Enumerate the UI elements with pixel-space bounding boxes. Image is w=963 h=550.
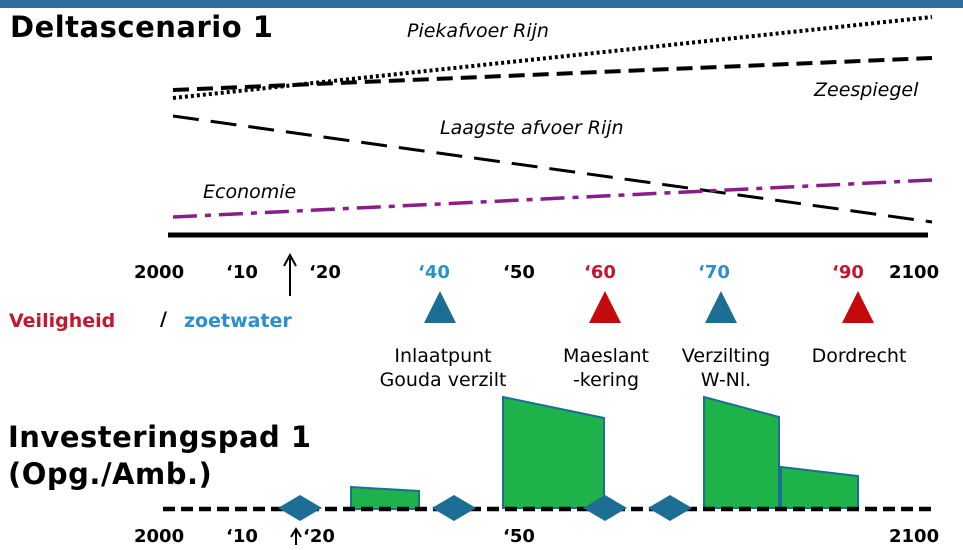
lowest-discharge-line — [172, 114, 933, 224]
economy-line — [172, 178, 933, 219]
tick-10: ‘10 — [226, 262, 258, 283]
event-maeslant-line2: -kering — [572, 369, 640, 391]
decision-diamond-4 — [648, 495, 692, 521]
inv-tick-20: ‘20 — [303, 526, 335, 547]
investment-block-3 — [703, 395, 780, 509]
decision-diamond-2 — [432, 495, 476, 521]
legend-freshwater: zoetwater — [184, 310, 292, 332]
safety-triangle-60 — [589, 291, 621, 323]
event-dordrecht: Dordrecht — [793, 344, 925, 368]
decision-diamond-3 — [583, 495, 627, 521]
arrow-head-top — [283, 252, 297, 267]
event-verzilting: Verzilting W-Nl. — [670, 344, 782, 392]
investment-block-4 — [780, 465, 859, 509]
safety-triangle-90 — [842, 291, 874, 323]
inv-tick-50: ‘50 — [503, 526, 535, 547]
peak-discharge-line — [172, 15, 933, 100]
inv-tick-2000: 2000 — [134, 526, 185, 547]
freshwater-triangle-70 — [705, 291, 737, 323]
event-verzilting-line2: W-Nl. — [700, 369, 752, 391]
tick-20: ‘20 — [309, 262, 341, 283]
sea-level-line — [172, 56, 933, 92]
scenario-title: Deltascenario 1 — [10, 10, 274, 44]
legend-safety: Veiligheid — [9, 310, 116, 332]
economy-label: Economie — [203, 181, 297, 203]
investment-block-2 — [502, 395, 605, 509]
event-verzilting-line1: Verzilting — [681, 345, 771, 367]
header-bar — [0, 0, 963, 8]
lowest-discharge-label: Laagste afvoer Rijn — [440, 117, 624, 139]
investment-title-line1: Investeringspad 1 — [8, 420, 312, 454]
inv-tick-10: ‘10 — [226, 526, 258, 547]
sea-level-label: Zeespiegel — [814, 79, 919, 101]
event-maeslant: Maeslant -kering — [547, 344, 665, 392]
tick-60: ‘60 — [584, 262, 616, 283]
tick-2000: 2000 — [134, 262, 185, 283]
arrow-head-bottom — [290, 527, 302, 538]
tick-40: ‘40 — [418, 262, 450, 283]
event-maeslant-line1: Maeslant — [562, 345, 650, 367]
decision-diamond-1 — [278, 495, 322, 521]
tick-70: ‘70 — [698, 262, 730, 283]
tick-50: ‘50 — [503, 262, 535, 283]
event-dordrecht-line1: Dordrecht — [811, 345, 907, 367]
freshwater-triangle-40 — [424, 291, 456, 323]
tick-90: ‘90 — [832, 262, 864, 283]
investment-block-1 — [350, 485, 420, 510]
event-gouda: Inlaatpunt Gouda verzilt — [378, 344, 508, 392]
event-gouda-line1: Inlaatpunt — [394, 345, 492, 367]
event-gouda-line2: Gouda verzilt — [379, 369, 507, 391]
legend-separator: / — [160, 308, 167, 330]
peak-discharge-label: Piekafvoer Rijn — [407, 20, 549, 42]
investment-title-line2: (Opg./Amb.) — [8, 457, 213, 491]
tick-2100: 2100 — [889, 262, 940, 283]
inv-tick-2100: 2100 — [889, 526, 940, 547]
